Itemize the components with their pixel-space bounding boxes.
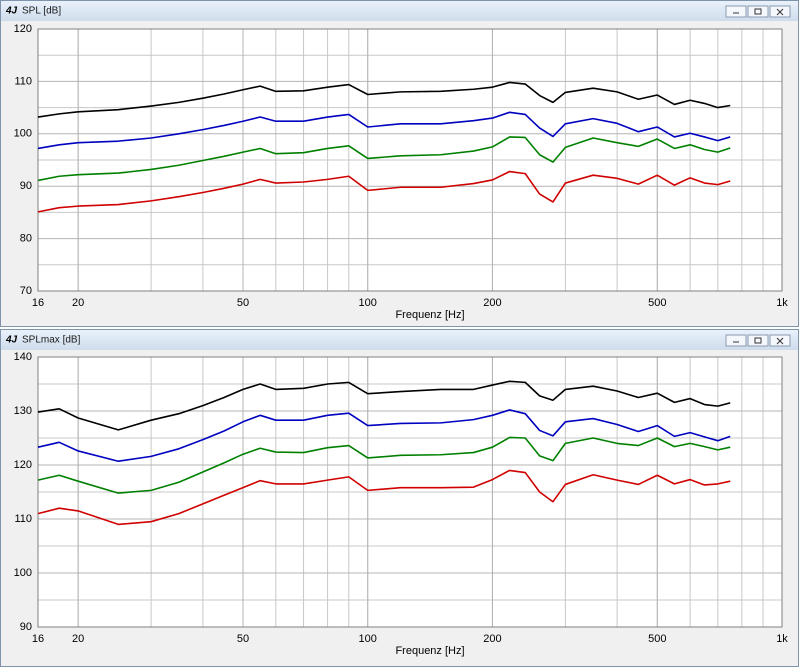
y-tick-label: 110: [14, 513, 32, 525]
icon: [776, 337, 784, 345]
x-tick-label: 1k: [776, 633, 788, 645]
minimize-button[interactable]: [725, 334, 747, 347]
y-tick-label: 120: [14, 459, 32, 471]
minimize-button[interactable]: [725, 5, 747, 18]
x-axis-label: Frequenz [Hz]: [395, 645, 464, 657]
plot-frame: [37, 356, 783, 628]
x-tick-label: 20: [72, 297, 84, 309]
window-buttons: [725, 5, 791, 18]
x-tick-label: 200: [483, 297, 501, 309]
x-axis-label: Frequenz [Hz]: [395, 309, 464, 321]
maximize-button[interactable]: [747, 5, 769, 18]
title-bar: [1, 1, 798, 21]
x-tick-label: 200: [483, 633, 501, 645]
series-line: [37, 469, 731, 526]
icon: [754, 8, 762, 15]
series-line: [37, 436, 731, 494]
window-buttons: [725, 334, 791, 347]
x-tick-label: 500: [648, 297, 666, 309]
maximize-button[interactable]: [747, 334, 769, 347]
series-line: [37, 409, 731, 463]
x-tick-label: 1k: [776, 297, 788, 309]
series-line: [37, 170, 731, 213]
x-tick-label: 100: [359, 297, 377, 309]
y-tick-label: 100: [14, 128, 32, 140]
icon: [776, 8, 784, 16]
y-tick-label: 140: [14, 351, 32, 363]
window-title: SPLmax [dB]: [22, 335, 81, 346]
x-tick-label: 16: [32, 633, 44, 645]
series-line: [37, 81, 731, 118]
plot-frame: [37, 28, 783, 292]
series-line: [37, 136, 731, 182]
title-bar: [1, 330, 798, 350]
x-tick-label: 16: [32, 297, 44, 309]
app-icon: 4J: [5, 6, 18, 17]
icon: [754, 337, 762, 344]
y-tick-label: 80: [20, 233, 32, 245]
y-tick-label: 110: [14, 75, 32, 87]
x-tick-label: 50: [237, 297, 249, 309]
y-tick-label: 90: [20, 180, 32, 192]
x-tick-label: 50: [237, 633, 249, 645]
app-icon: 4J: [5, 335, 18, 346]
series-line: [37, 111, 731, 150]
y-tick-label: 70: [20, 285, 32, 297]
x-tick-label: 500: [648, 633, 666, 645]
x-tick-label: 20: [72, 633, 84, 645]
y-tick-label: 130: [14, 405, 32, 417]
y-tick-label: 90: [20, 621, 32, 633]
y-tick-label: 120: [14, 23, 32, 35]
window-title: SPL [dB]: [22, 6, 61, 17]
series-line: [37, 380, 731, 431]
x-tick-label: 100: [359, 633, 377, 645]
y-tick-label: 100: [14, 567, 32, 579]
